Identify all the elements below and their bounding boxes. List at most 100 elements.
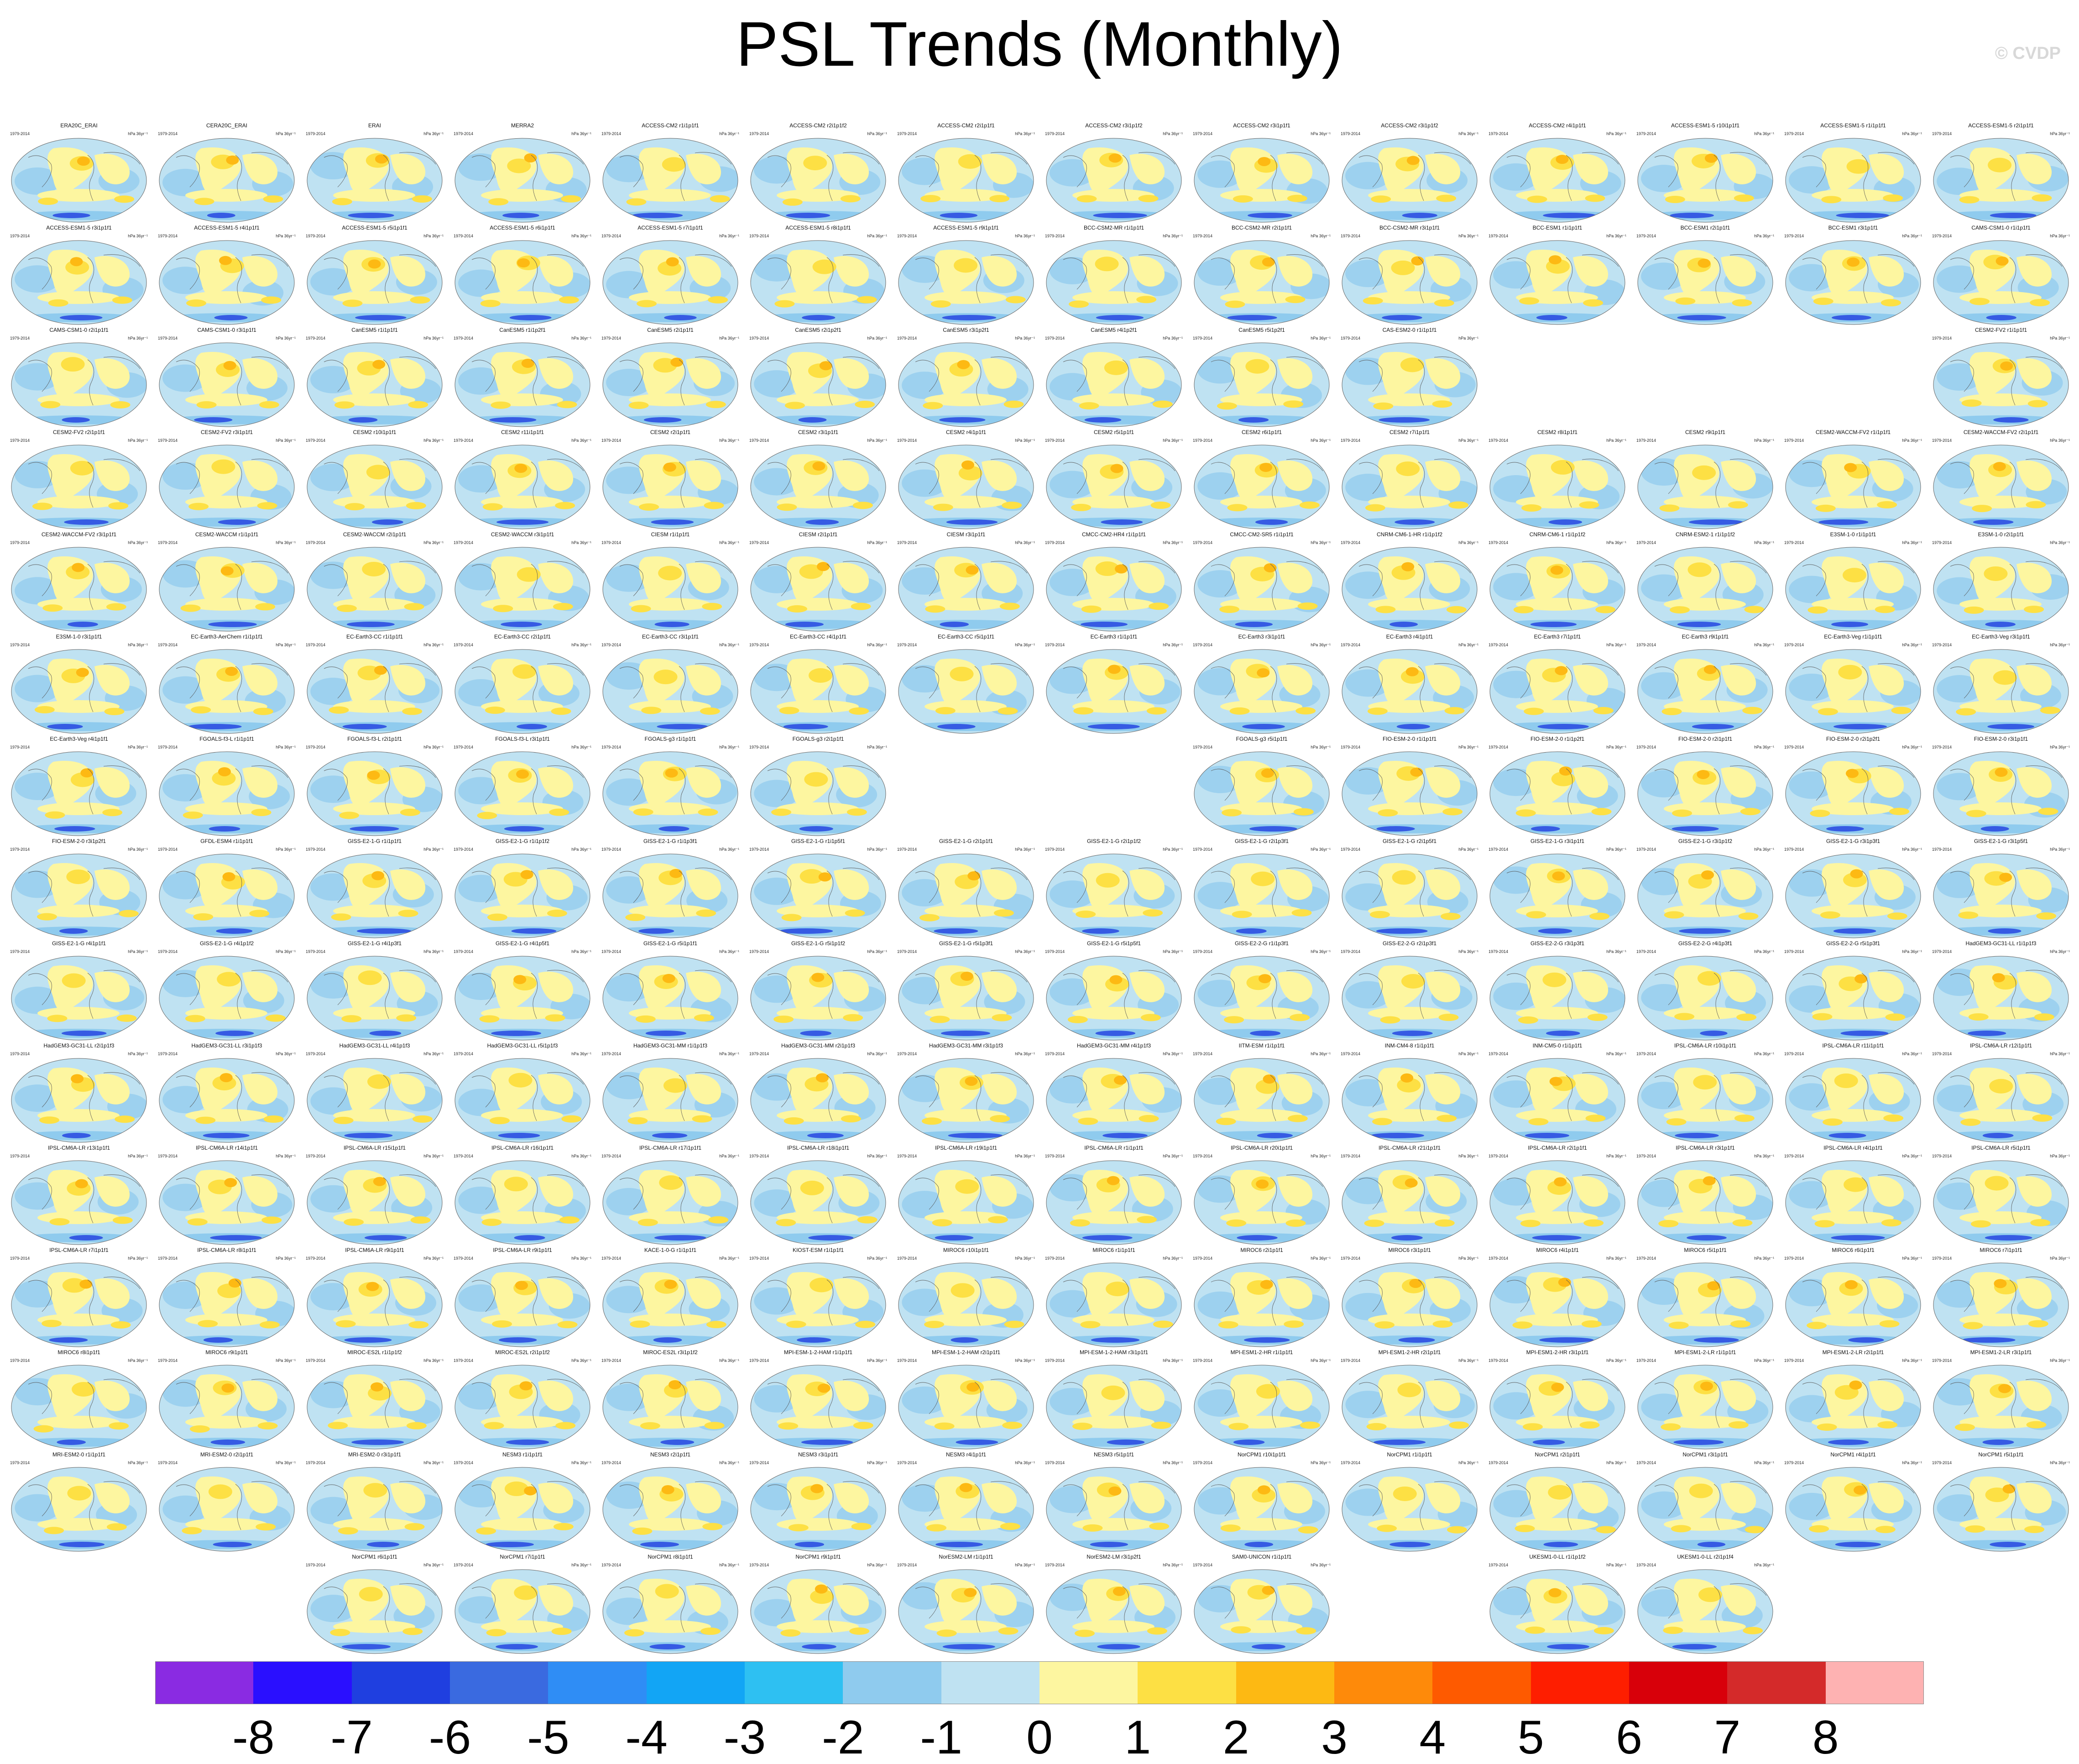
panel-title: FIO-ESM-2-0 r3i1p2f1 [52, 838, 106, 844]
map-field [159, 649, 294, 733]
map-field [603, 1058, 738, 1142]
panel-unit: hPa 36yr⁻¹ [1015, 336, 1035, 340]
negative-region [606, 271, 652, 298]
positive-maximum [1854, 1485, 1867, 1495]
trend-map-panel: ACCESS-ESM1-5 r4i1p1f1 1979-2014 hPa 36yr⁻… [154, 225, 299, 329]
panel-unit: hPa 36yr⁻¹ [867, 1052, 887, 1056]
map-field [1638, 138, 1773, 222]
panel-title: CanESM5 r4i1p2f1 [1091, 327, 1137, 333]
positive-region [1579, 501, 1599, 509]
panel-unit: hPa 36yr⁻¹ [719, 1052, 739, 1056]
trend-map-panel: IPSL-CM6A-LR r13i1p1f1 1979-2014 hPa 36yr⁻… [6, 1145, 151, 1249]
watermark-label: © CVDP [1995, 44, 2061, 63]
map-outline [11, 649, 147, 734]
trend-map-panel: CIESM r1i1p1f1 1979-2014 hPa 36yr⁻¹ [598, 531, 743, 635]
colorbar-box [843, 1661, 942, 1704]
panel-period: 1979-2014 [158, 1460, 178, 1465]
panel-title: NorCPM1 r10i1p1f1 [1237, 1451, 1286, 1458]
positive-region [1277, 460, 1313, 491]
map-field [1638, 752, 1773, 836]
positive-region [849, 707, 869, 715]
panel-period: 1979-2014 [1341, 131, 1361, 136]
panel-title: E3SM-1-0 r1i1p1f1 [1830, 531, 1876, 538]
panel-unit: hPa 36yr⁻¹ [1311, 540, 1331, 545]
world-map [159, 547, 295, 632]
map-field [1786, 241, 1921, 325]
panel-unit: hPa 36yr⁻¹ [276, 540, 296, 545]
panel-unit: hPa 36yr⁻¹ [1458, 949, 1478, 954]
negative-region [162, 267, 209, 294]
world-map [750, 547, 886, 632]
positive-region [482, 503, 503, 511]
map-outline [454, 342, 590, 427]
panel-unit: hPa 36yr⁻¹ [276, 131, 296, 136]
map-outline [898, 445, 1034, 529]
world-map [159, 1160, 295, 1245]
negative-minimum [779, 928, 833, 934]
negative-minimum [1700, 1031, 1728, 1036]
panel-unit: hPa 36yr⁻¹ [1902, 1358, 1922, 1363]
positive-maximum [817, 1383, 831, 1393]
panel-unit: hPa 36yr⁻¹ [1754, 1256, 1774, 1261]
world-map [454, 138, 590, 223]
negative-region [1345, 571, 1391, 599]
positive-region [1232, 911, 1252, 918]
positive-region [2016, 665, 2052, 696]
coastline [28, 254, 141, 304]
trend-map-panel: HadGEM3-GC31-MM r2i1p1f3 1979-2014 hPa 36y… [746, 1042, 891, 1146]
panel-title: IPSL-CM6A-LR r19i1p1f1 [935, 1145, 998, 1151]
panel-title: CanESM5 r2i1p2f1 [795, 327, 841, 333]
negative-minimum [649, 1644, 685, 1649]
positive-region [261, 1216, 282, 1224]
panel-title: CAMS-CSM1-0 r2i1p1f1 [49, 327, 109, 333]
positive-region [1277, 256, 1313, 287]
coastline [1950, 459, 2063, 508]
map-outline [1785, 547, 1921, 632]
panel-unit: hPa 36yr⁻¹ [1902, 847, 1922, 852]
negative-minimum [1087, 724, 1140, 729]
positive-region [557, 1321, 578, 1329]
coastline [324, 356, 436, 406]
positive-region [774, 300, 795, 308]
positive-region [1736, 1013, 1757, 1021]
map-field [1046, 956, 1181, 1040]
positive-region [629, 189, 711, 202]
trend-map-panel: GISS-E2-1-G r5i1p1f1 1979-2014 hPa 36yr⁻¹ [598, 940, 743, 1044]
positive-region [188, 503, 209, 510]
panel-title: FGOALS-g3 r2i1p1f1 [792, 736, 844, 742]
positive-region [1284, 1320, 1304, 1328]
positive-region [1216, 1118, 1236, 1125]
positive-maximum [1256, 1179, 1269, 1189]
panel-period: 1979-2014 [1193, 234, 1213, 238]
positive-maximum [2002, 1484, 2016, 1494]
panel-unit: hPa 36yr⁻¹ [276, 1256, 296, 1261]
map-field [603, 1467, 738, 1551]
negative-minimum [1980, 826, 2009, 832]
panel-period: 1979-2014 [10, 847, 30, 852]
positive-region [708, 296, 728, 304]
negative-minimum [1973, 519, 2014, 525]
panel-unit: hPa 36yr⁻¹ [423, 1460, 444, 1465]
positive-region [1959, 700, 2042, 713]
trend-map-panel: NorCPM1 r1i1p1f1 1979-2014 hPa 36yr⁻¹ [1337, 1451, 1482, 1555]
panel-period: 1979-2014 [1784, 131, 1804, 136]
panel-title: GFDL-ESM4 r1i1p1f1 [200, 838, 253, 844]
negative-minimum [210, 1235, 262, 1241]
colorbar-tick-label: -5 [527, 1711, 569, 1764]
positive-region [686, 153, 721, 184]
panel-title: IPSL-CM6A-LR r1i1p1f1 [1084, 1145, 1144, 1151]
positive-region [1151, 1421, 1171, 1429]
panel-period: 1979-2014 [897, 949, 917, 954]
positive-region [1220, 1524, 1241, 1532]
positive-maximum [1849, 1380, 1862, 1390]
positive-region [1889, 807, 1910, 815]
map-field [1342, 241, 1477, 325]
positive-region [547, 910, 567, 917]
panel-title: GISS-E2-2-G r4i1p3f1 [1678, 940, 1733, 947]
panel-unit: hPa 36yr⁻¹ [719, 336, 739, 340]
positive-region [849, 1627, 870, 1635]
panel-title: CAS-ESM2-0 r1i1p1f1 [1382, 327, 1437, 333]
positive-maximum [1559, 766, 1572, 776]
world-map [307, 240, 443, 325]
positive-region [1812, 802, 1894, 815]
